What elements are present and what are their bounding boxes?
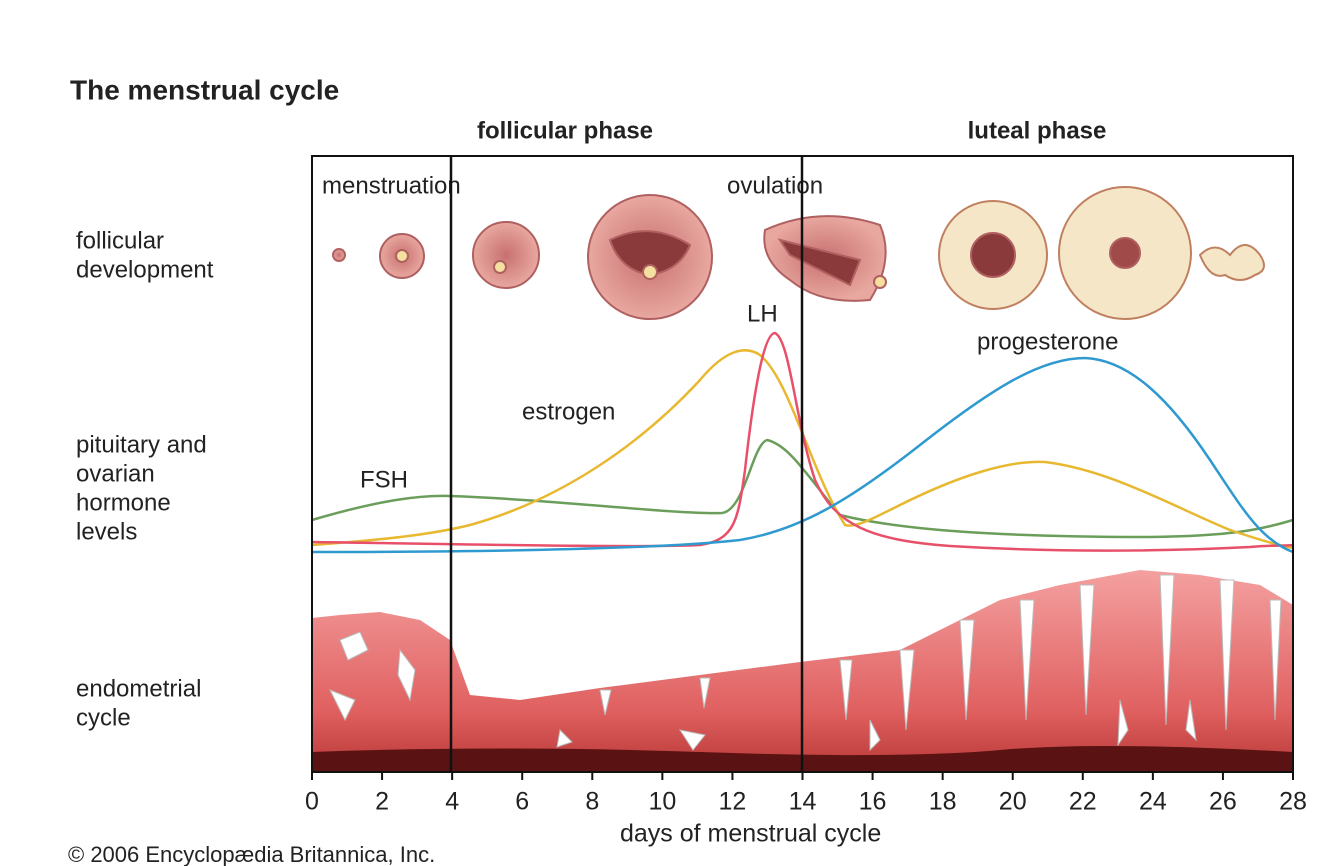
x-tick-label: 20 — [999, 788, 1027, 816]
row-label: development — [76, 256, 214, 283]
endometrium-glands — [328, 574, 1282, 752]
hormone-label: estrogen — [522, 398, 615, 425]
x-tick-label: 16 — [859, 788, 887, 816]
hormone-label: LH — [747, 300, 778, 327]
x-tick-label: 12 — [719, 788, 747, 816]
row-label: pituitary and — [76, 431, 207, 458]
estrogen-curve — [311, 349, 1294, 550]
hormone-label: progesterone — [977, 328, 1118, 355]
x-tick-label: 26 — [1209, 788, 1237, 816]
x-tick-label: 4 — [445, 788, 459, 816]
x-tick-label: 18 — [929, 788, 957, 816]
row-label: ovarian — [76, 460, 155, 487]
x-tick-label: 24 — [1139, 788, 1167, 816]
x-axis-label: days of menstrual cycle — [620, 820, 881, 848]
row-label: hormone — [76, 489, 171, 516]
phase-label: follicular phase — [477, 117, 653, 144]
x-tick-label: 14 — [789, 788, 817, 816]
progesterone-curve — [311, 356, 1294, 554]
row-label: levels — [76, 518, 137, 545]
credit: © 2006 Encyclopædia Britannica, Inc. — [68, 842, 435, 866]
row-label: endometrial — [76, 675, 201, 702]
x-tick-label: 8 — [585, 788, 599, 816]
event-label: ovulation — [727, 172, 823, 199]
follicles — [332, 186, 1265, 320]
row-label: cycle — [76, 704, 131, 731]
row-label: follicular — [76, 227, 164, 254]
event-label: menstruation — [322, 172, 461, 199]
x-tick-label: 28 — [1279, 788, 1307, 816]
x-tick-label: 2 — [375, 788, 389, 816]
x-tick-label: 0 — [305, 788, 319, 816]
phase-label: luteal phase — [968, 117, 1107, 144]
title: The menstrual cycle — [70, 74, 339, 105]
fsh-curve — [311, 438, 1294, 539]
x-tick-label: 6 — [515, 788, 529, 816]
x-tick-label: 10 — [648, 788, 676, 816]
hormone-label: FSH — [360, 466, 408, 493]
x-tick-label: 22 — [1069, 788, 1097, 816]
